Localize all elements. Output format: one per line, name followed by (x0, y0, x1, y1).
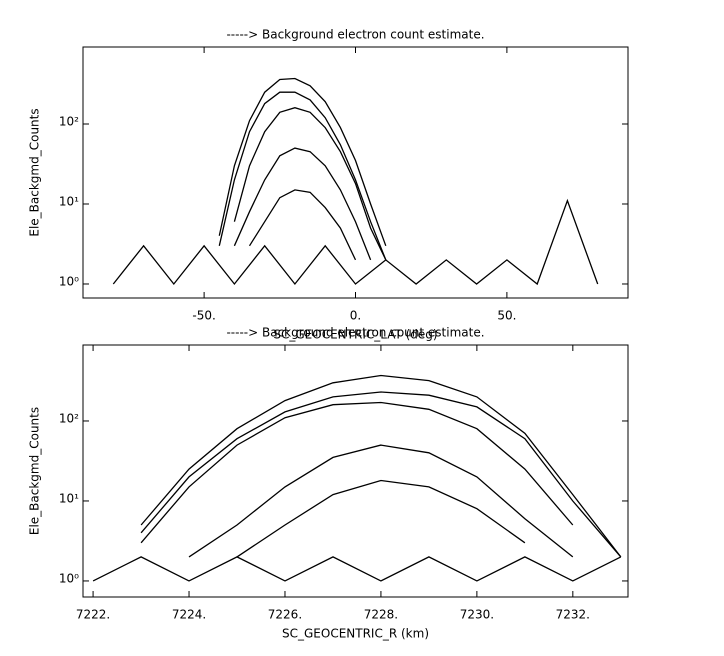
x-axis-label: SC_GEOCENTRIC_R (km) (282, 627, 429, 641)
x-tick-label: 7224. (172, 608, 206, 622)
chart-title: -----> Background electron count estimat… (226, 326, 484, 340)
data-line (112, 198, 599, 286)
y-tick-label: 10¹ (59, 491, 79, 505)
y-tick-label: 10⁰ (59, 571, 79, 585)
x-tick-label: 7222. (76, 608, 110, 622)
data-line (233, 147, 372, 261)
x-tick-label: 7228. (364, 608, 398, 622)
y-tick-label: 10⁰ (59, 274, 79, 288)
data-line (92, 556, 622, 582)
x-tick-label: 7230. (460, 608, 494, 622)
data-line (140, 401, 574, 544)
x-tick-label: 7232. (556, 608, 590, 622)
x-tick-label: -50. (192, 309, 215, 323)
data-line (236, 479, 526, 558)
y-axis-label: Ele_Backgmd_Counts (28, 407, 42, 535)
data-line (233, 107, 387, 261)
data-line (218, 91, 387, 261)
x-tick-label: 50. (497, 309, 516, 323)
data-line (188, 444, 574, 558)
x-tick-label: 0. (350, 309, 361, 323)
x-tick-label: 7226. (268, 608, 302, 622)
data-line (248, 189, 357, 261)
data-line (140, 391, 622, 558)
data-line (218, 77, 387, 247)
y-tick-label: 10¹ (59, 194, 79, 208)
y-tick-label: 10² (59, 411, 79, 425)
chart-title: -----> Background electron count estimat… (226, 28, 484, 42)
x-axis-label: SC_GEOCENTRIC_LAT (deg) (273, 328, 437, 342)
data-line (140, 374, 622, 558)
y-axis-label: Ele_Backgmd_Counts (28, 108, 42, 236)
plot-frame (82, 344, 629, 598)
y-tick-label: 10² (59, 114, 79, 128)
